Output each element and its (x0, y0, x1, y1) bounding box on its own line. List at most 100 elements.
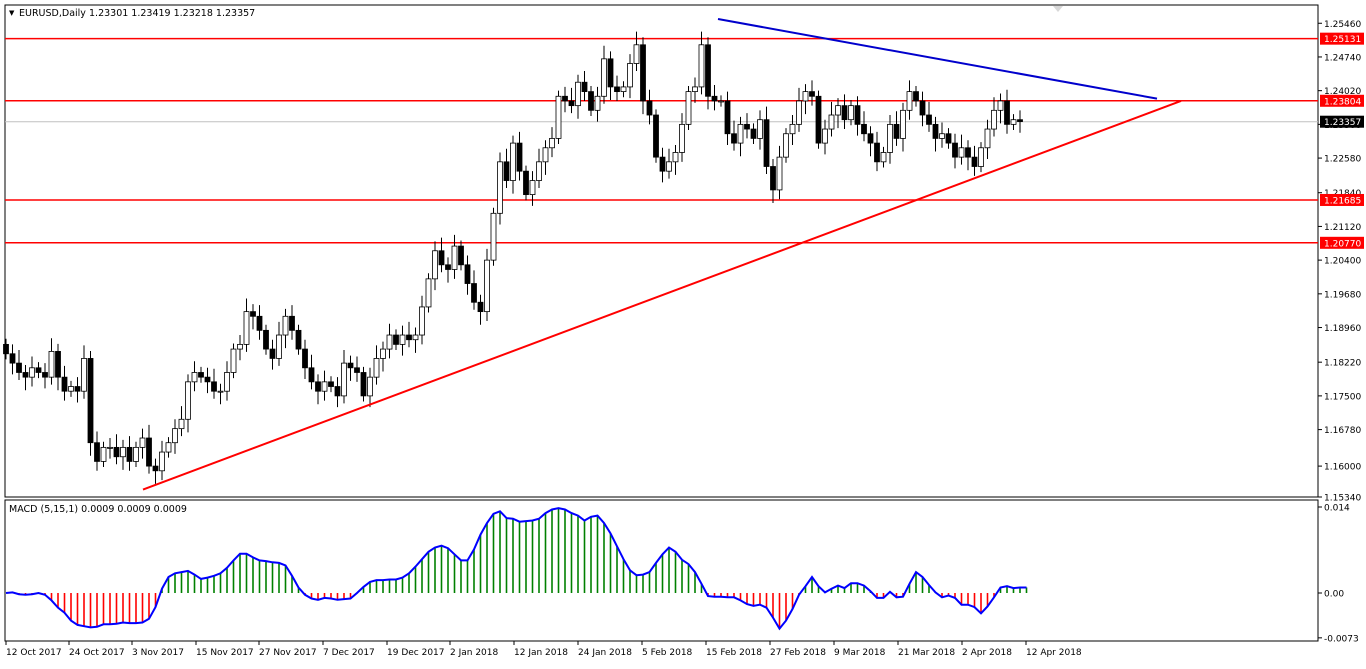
candle (750, 123, 757, 145)
candle-body (997, 100, 1004, 111)
candle (627, 54, 633, 99)
candle-body (282, 315, 289, 336)
candle (893, 111, 900, 146)
candle-body (100, 446, 107, 462)
support-trendline[interactable] (142, 100, 1182, 491)
candle (133, 441, 139, 468)
candle (880, 146, 887, 168)
menu-chevron-icon[interactable]: ▼ (9, 9, 15, 17)
candle-body (490, 212, 497, 261)
candle-body (380, 348, 386, 359)
price-tick-label: 1.16000 (1324, 463, 1361, 473)
candle (120, 439, 126, 470)
candle (16, 350, 22, 380)
candle (3, 338, 9, 360)
candle-body (581, 81, 588, 93)
price-level-badge (1320, 94, 1364, 107)
candle-body (412, 334, 419, 341)
candle (425, 273, 432, 313)
macd-pane-frame (4, 499, 1319, 642)
candle-body (250, 311, 256, 317)
candle-body (620, 86, 627, 93)
candle (848, 100, 854, 126)
candle-body (731, 133, 737, 144)
candle-body (809, 91, 815, 97)
macd-line-group (5, 507, 1027, 631)
time-tick-label: 2 Jan 2018 (450, 648, 498, 658)
horizontal-levels[interactable] (5, 37, 1318, 244)
scroll-marker-icon[interactable] (1053, 6, 1063, 12)
candle-body (789, 123, 796, 135)
candle (991, 97, 997, 137)
candle (68, 380, 74, 397)
candle (984, 119, 991, 160)
time-tick-label: 15 Feb 2018 (706, 648, 762, 658)
candle-body (94, 442, 100, 462)
candle-body (685, 91, 692, 125)
candle (490, 207, 497, 266)
candle-body (763, 119, 770, 167)
candle (945, 128, 952, 149)
candle-body (542, 147, 549, 163)
candle (9, 344, 16, 375)
trendlines[interactable] (142, 18, 1182, 491)
candle (406, 321, 412, 348)
candle-body (776, 156, 783, 191)
candle-body (646, 100, 653, 116)
macd-axis: 0.014 0.00 -0.0073 (1318, 504, 1359, 644)
candle-body (16, 362, 22, 373)
candle (367, 367, 373, 408)
candle-body (978, 147, 984, 167)
candle (1017, 110, 1023, 133)
candle (94, 431, 100, 471)
candle (679, 113, 685, 162)
price-tick-label: 1.16780 (1324, 426, 1361, 436)
candle (796, 87, 802, 132)
candle (770, 159, 776, 204)
candle (835, 98, 841, 129)
candle-body (887, 123, 893, 153)
candle-body (828, 114, 835, 130)
last-price-label: 1.23357 (1324, 118, 1361, 128)
candle (100, 441, 107, 468)
candle-body (373, 358, 380, 378)
candle (822, 119, 828, 155)
candle-body (22, 372, 29, 378)
candle-body (432, 250, 438, 280)
candle-body (724, 100, 731, 135)
candle (373, 345, 380, 385)
candle (607, 51, 614, 101)
price-level-label: 1.21685 (1324, 196, 1361, 206)
candle-body (3, 343, 9, 355)
candle (139, 428, 146, 459)
candle (900, 102, 906, 152)
candle-body (991, 109, 997, 130)
candle (42, 363, 48, 389)
candle (302, 339, 308, 380)
candle (926, 101, 932, 132)
candle (29, 356, 35, 387)
candle-body (269, 348, 276, 359)
candle (854, 96, 861, 136)
candle-body (640, 44, 646, 102)
candle-body (35, 367, 42, 373)
candle (347, 355, 354, 381)
candle (542, 140, 549, 175)
resistance-trendline[interactable] (717, 18, 1158, 100)
candle (230, 343, 237, 379)
candle (445, 257, 451, 283)
candle-body (178, 418, 185, 430)
candle (165, 437, 172, 458)
macd-header: MACD (5,15,1) 0.0009 0.0009 0.0009 (9, 504, 187, 515)
candle-body (952, 142, 958, 158)
price-tick-label: 1.20400 (1324, 257, 1361, 267)
candle-body (146, 437, 152, 467)
candle-body (276, 334, 282, 359)
candle (61, 365, 68, 401)
time-tick-label: 5 Feb 2018 (642, 648, 693, 658)
candle (614, 75, 620, 101)
candle-body (867, 133, 874, 144)
